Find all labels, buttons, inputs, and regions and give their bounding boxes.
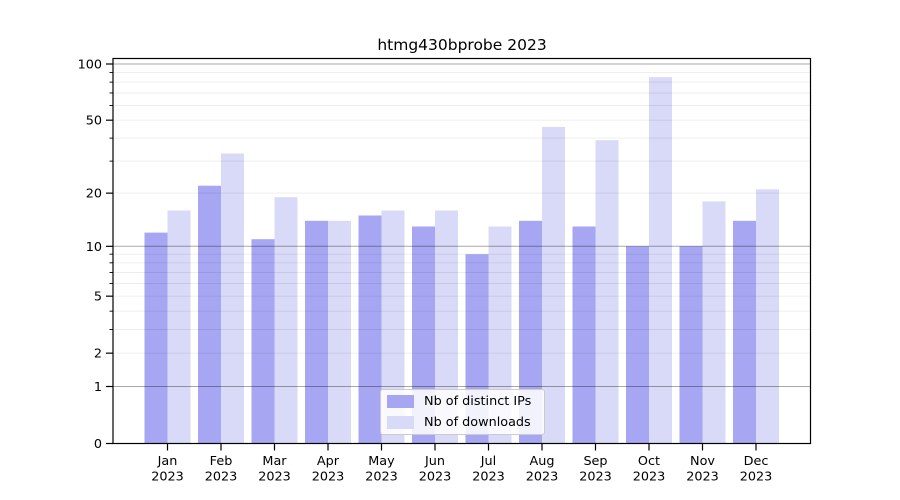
legend-swatch-distinct-ips [387, 395, 414, 408]
x-tick-label: Dec 2023 [740, 454, 773, 485]
bar [305, 220, 328, 444]
x-tick-label: Sep 2023 [579, 454, 612, 485]
legend-swatch-downloads [387, 416, 414, 429]
bar [702, 201, 726, 444]
legend-label-downloads: Nb of downloads [424, 415, 531, 430]
x-tick-label: Nov 2023 [686, 454, 719, 485]
bar [358, 215, 382, 444]
x-tick-label: Jan 2023 [151, 454, 184, 485]
gridlines-major [113, 63, 811, 387]
x-tick-label: Jul 2023 [472, 454, 505, 485]
bar [144, 232, 168, 444]
chart-title: htmg430bprobe 2023 [377, 36, 547, 54]
bar [519, 220, 542, 444]
bar [595, 140, 619, 444]
bar [542, 126, 565, 444]
bar [251, 239, 275, 444]
bar [626, 246, 649, 444]
legend: Nb of distinct IPs Nb of downloads [380, 389, 545, 435]
bar [572, 226, 596, 444]
bar [198, 185, 221, 444]
x-tick-label: Feb 2023 [205, 454, 238, 485]
x-tick-label: May 2023 [365, 454, 398, 485]
x-axis: Jan 2023 Feb 2023 Mar 2023 Apr 2023 May 2023 Jun 20… [151, 443, 773, 485]
gridlines-minor [113, 72, 811, 354]
x-tick-label: Oct 2023 [633, 454, 666, 485]
y-tick-label: 50 [86, 114, 102, 129]
bar [679, 246, 703, 444]
y-tick-label: 0 [94, 437, 102, 452]
y-tick-label: 5 [94, 290, 102, 305]
y-axis: 0 1 2 5 10 20 50 100 [78, 58, 113, 452]
y-tick-label: 1 [94, 380, 102, 395]
bar [221, 153, 244, 444]
bar [435, 210, 458, 444]
y-tick-label: 10 [86, 240, 102, 255]
y-tick-label: 20 [86, 187, 102, 202]
legend-item-downloads: Nb of downloads [387, 415, 538, 430]
bar [167, 210, 191, 444]
bar [733, 220, 756, 444]
bar [649, 77, 672, 444]
x-tick-label: Jun 2023 [419, 454, 452, 485]
y-tick-label: 100 [78, 58, 102, 73]
legend-item-distinct-ips: Nb of distinct IPs [387, 394, 538, 409]
bar [381, 210, 405, 444]
bar [328, 220, 351, 444]
bar [274, 197, 298, 444]
x-tick-label: Aug 2023 [526, 454, 559, 485]
x-tick-label: Apr 2023 [312, 454, 345, 485]
y-tick-label: 2 [94, 347, 102, 362]
x-tick-label: Mar 2023 [258, 454, 291, 485]
bars-downloads [167, 77, 779, 444]
bar [756, 189, 779, 444]
legend-label-distinct-ips: Nb of distinct IPs [424, 394, 532, 409]
axis-frame [112, 57, 812, 445]
